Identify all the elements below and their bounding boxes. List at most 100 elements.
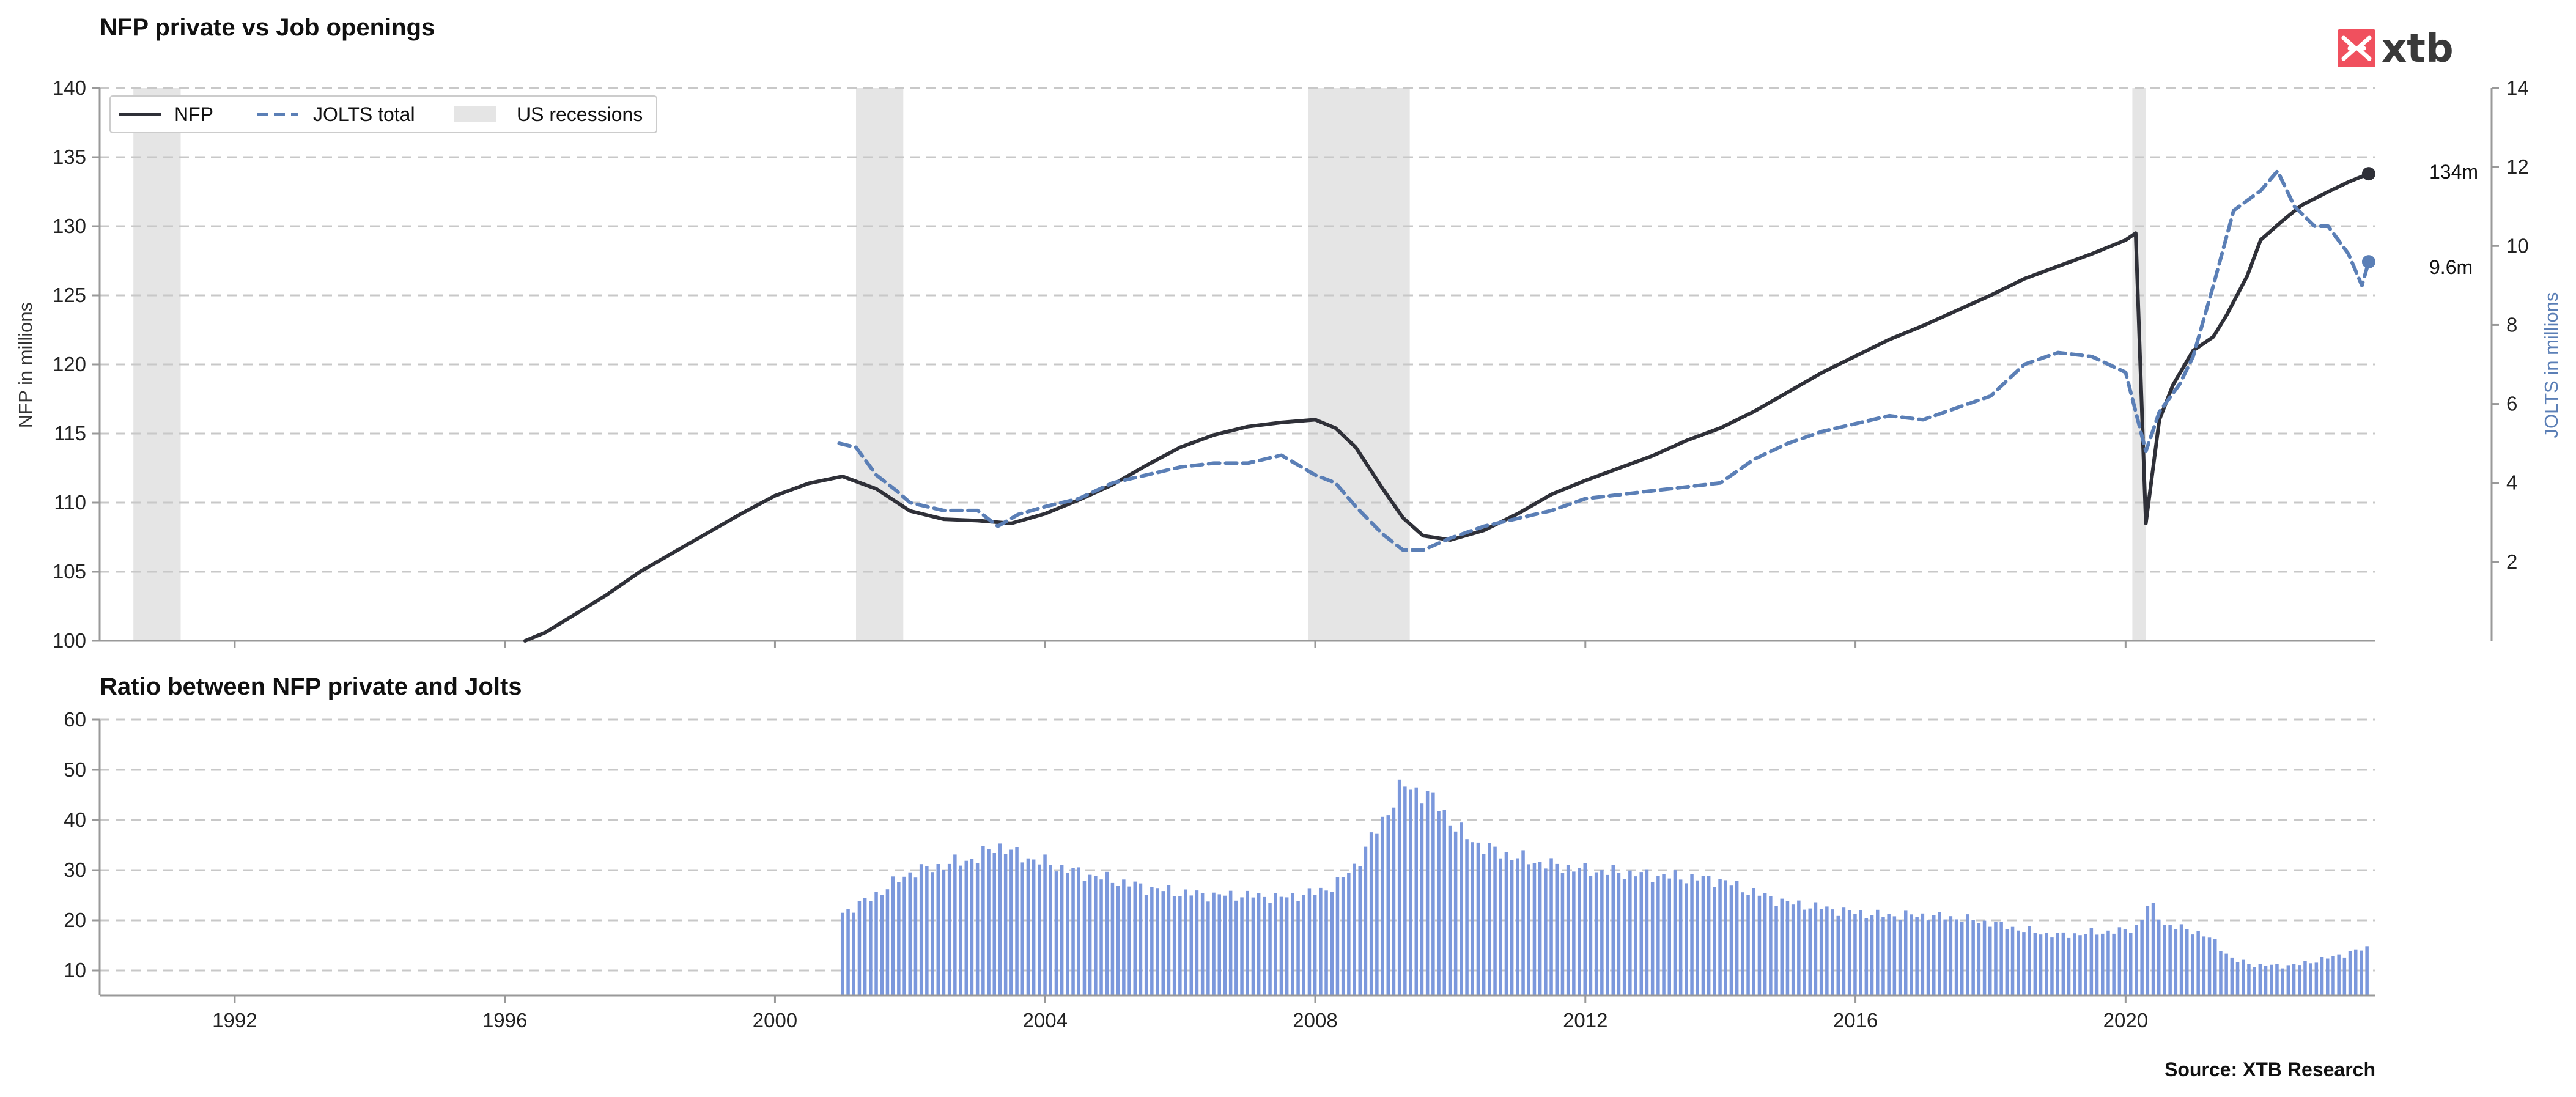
ratio-bar — [1015, 847, 1019, 995]
ratio-bar — [2224, 953, 2228, 995]
ratio-bar — [1887, 914, 1891, 995]
ratio-bar — [1791, 904, 1795, 995]
ratio-bar — [1392, 807, 1396, 995]
ratio-bar — [2163, 925, 2166, 995]
ratio-bar — [1578, 868, 1581, 995]
ratio-bar — [931, 872, 934, 995]
ratio-bar — [1189, 895, 1193, 995]
ratio-bar — [2022, 932, 2026, 995]
ratio-bar — [2168, 925, 2172, 995]
legend-recession-swatch — [454, 106, 496, 122]
ratio-bar — [1212, 892, 1216, 995]
ratio-bar — [1532, 863, 1537, 995]
ratio-bar — [1054, 871, 1058, 995]
ratio-bar — [1223, 895, 1227, 995]
ratio-bar — [1263, 896, 1266, 995]
x-tick-label: 2012 — [1563, 1009, 1607, 1032]
ratio-bar — [1409, 789, 1412, 995]
ratio-bar — [1707, 876, 1711, 995]
ratio-bar — [1662, 874, 1666, 995]
ratio-bar — [1836, 915, 1840, 995]
ratio-bar — [2309, 963, 2312, 995]
ratio-bar — [1639, 872, 1643, 995]
ratio-bar — [2146, 906, 2150, 995]
ratio-bar — [2365, 946, 2369, 995]
nfp-axis-label: NFP in millions — [15, 302, 36, 428]
ratio-bar — [2258, 964, 2262, 995]
ratio-bar — [1611, 865, 1615, 995]
ratio-bar — [2270, 964, 2273, 995]
right-tick-label: 6 — [2506, 393, 2517, 415]
ratio-bar — [1437, 811, 1441, 995]
ratio-bar — [902, 876, 906, 995]
ratio-bar — [1949, 916, 1953, 995]
ratio-bar — [1971, 920, 1975, 995]
ratio-bar — [1353, 863, 1356, 995]
ratio-bar — [841, 912, 844, 995]
ratio-bar — [2253, 967, 2256, 995]
ratio-bar — [869, 901, 873, 995]
legend: NFP JOLTS total US recessions — [109, 95, 657, 133]
ratio-bar — [2028, 926, 2031, 995]
ratio-bar — [1161, 891, 1165, 995]
ratio-bar — [1099, 879, 1103, 995]
ratio-bar — [2303, 961, 2307, 995]
ratio-bar — [1251, 897, 1255, 995]
ratio-bar — [1988, 926, 1992, 995]
ratio-bar — [1600, 870, 1604, 995]
left-tick-label: 110 — [54, 491, 86, 514]
ratio-bar — [959, 865, 962, 995]
nfp-end-label: 134m — [2429, 161, 2478, 183]
ratio-bar — [2151, 903, 2155, 995]
bottom-tick-label: 50 — [64, 758, 86, 781]
source-note: Source: XTB Research — [2165, 1058, 2375, 1080]
ratio-bar — [885, 889, 890, 995]
ratio-bar — [1476, 842, 1480, 995]
ratio-bar — [1870, 915, 1874, 995]
ratio-bar — [2185, 929, 2189, 995]
xtb-logo-mark — [2341, 35, 2372, 61]
ratio-bar — [1110, 882, 1115, 995]
ratio-bar — [1279, 896, 1283, 995]
ratio-bar — [2123, 929, 2127, 995]
ratio-bar — [1926, 920, 1930, 995]
ratio-bar — [880, 895, 884, 995]
jolts-end-marker — [2361, 255, 2375, 269]
left-tick-label: 100 — [53, 629, 86, 652]
ratio-bar — [2112, 933, 2116, 995]
ratio-bar — [2045, 933, 2048, 995]
ratio-bar — [1060, 865, 1064, 995]
ratio-bar — [2157, 919, 2161, 995]
ratio-bar — [1763, 893, 1767, 995]
ratio-bar — [1690, 874, 1694, 995]
ratio-bar — [1746, 895, 1750, 995]
ratio-bar — [1583, 863, 1587, 995]
ratio-bar — [2101, 933, 2105, 995]
ratio-bar — [1977, 923, 1981, 995]
ratio-bar — [2281, 968, 2284, 995]
ratio-bar — [2230, 957, 2234, 995]
ratio-bar — [964, 860, 968, 995]
x-tick-label: 2020 — [2103, 1009, 2148, 1032]
ratio-bar — [2084, 934, 2087, 995]
ratio-bar — [1769, 896, 1773, 995]
ratio-bar — [1645, 869, 1649, 995]
ratio-bar — [1881, 917, 1885, 995]
bottom-axes: 10 20 30 40 50 60 1992 1996 2000 2004 2008 2012 2016… — [64, 708, 2375, 1032]
ratio-bar — [1420, 803, 1424, 995]
x-tick-label: 1996 — [482, 1009, 527, 1032]
xtb-logo: xtb — [2338, 26, 2454, 72]
right-tick-label: 2 — [2506, 550, 2517, 573]
ratio-bar — [1650, 882, 1655, 995]
x-tick-label: 2016 — [1833, 1009, 1878, 1032]
ratio-bar — [992, 853, 996, 995]
ratio-bar — [2320, 957, 2324, 995]
ratio-bar — [1397, 779, 1401, 995]
legend-box — [109, 95, 657, 133]
ratio-bar — [1307, 888, 1312, 995]
ratio-bar — [1150, 887, 1154, 995]
ratio-bar — [897, 882, 901, 995]
ratio-bar — [1685, 883, 1688, 995]
ratio-bar — [936, 864, 940, 995]
ratio-bar — [1954, 919, 1958, 995]
